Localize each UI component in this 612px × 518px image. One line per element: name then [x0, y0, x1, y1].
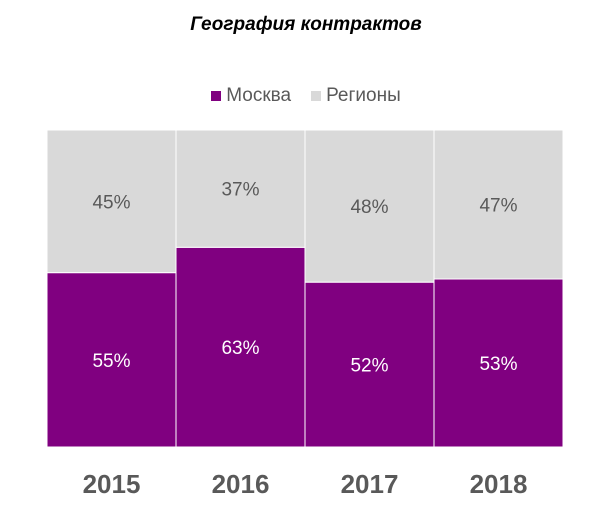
x-tick-label-2016: 2016 [212, 469, 270, 499]
bar-moscow-2016 [175, 246, 306, 448]
legend-item-regions: Регионы [311, 85, 401, 107]
bar-moscow-2015 [46, 272, 177, 448]
data-label-moscow-2018: 53% [479, 354, 517, 375]
bar-regions-2015 [46, 129, 177, 274]
bar-regions-2018 [433, 129, 564, 280]
bar-moscow-2018 [433, 278, 564, 448]
legend-swatch-regions [311, 91, 322, 101]
data-label-regions-2015: 45% [92, 192, 130, 213]
bar-moscow-2017 [304, 281, 435, 448]
bar-regions-2017 [304, 129, 435, 283]
legend: Москва Регионы [0, 85, 612, 107]
x-tick-label-2018: 2018 [470, 469, 528, 499]
data-label-regions-2017: 48% [350, 197, 388, 218]
legend-label-regions: Регионы [326, 85, 401, 106]
legend-swatch-moscow [211, 91, 222, 101]
data-label-moscow-2016: 63% [221, 338, 259, 359]
chart-title: География контрактов [190, 14, 422, 35]
bar-regions-2016 [175, 129, 306, 248]
data-label-regions-2016: 37% [221, 180, 259, 201]
x-tick-label-2015: 2015 [83, 469, 141, 499]
data-label-moscow-2015: 55% [92, 351, 130, 372]
x-tick-label-2017: 2017 [341, 469, 399, 499]
data-label-regions-2018: 47% [479, 195, 517, 216]
legend-label-moscow: Москва [226, 85, 292, 106]
data-label-moscow-2017: 52% [350, 356, 388, 377]
legend-item-moscow: Москва [211, 85, 291, 107]
